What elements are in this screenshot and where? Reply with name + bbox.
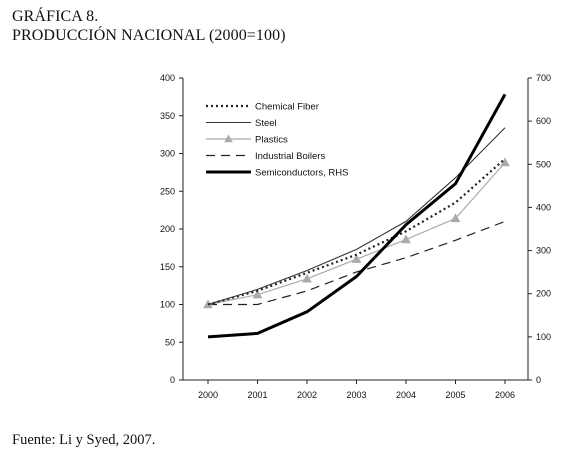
- left-tick-label: 100: [160, 300, 175, 310]
- left-tick-label: 400: [160, 73, 175, 83]
- series-point-plastics: [500, 157, 510, 167]
- legend-label-chemical-fiber: Chemical Fiber: [255, 102, 319, 113]
- x-tick-label: 2004: [396, 390, 416, 400]
- left-tick-label: 250: [160, 186, 175, 196]
- series-line-steel: [207, 127, 506, 306]
- left-tick-label: 0: [170, 375, 175, 385]
- series-line-chemical-fiber: [207, 157, 506, 306]
- left-tick-label: 150: [160, 262, 175, 272]
- source-note: Fuente: Li y Syed, 2007.: [12, 432, 156, 448]
- x-tick-label: 2005: [445, 390, 465, 400]
- series-line-plastics: [207, 162, 506, 306]
- legend-label-industrial-boilers: Industrial Boilers: [255, 151, 325, 162]
- series-line-industrial-boilers: [208, 220, 506, 306]
- x-tick-label: 2006: [495, 390, 515, 400]
- right-tick-label: 600: [536, 116, 551, 126]
- series-point-plastics: [252, 289, 263, 299]
- right-tick-label: 700: [536, 73, 551, 83]
- right-tick-label: 0: [536, 375, 541, 385]
- chart-title: PRODUCCIÓN NACIONAL (2000=100): [12, 27, 286, 44]
- legend-label-plastics: Plastics: [255, 135, 288, 146]
- series-line-semiconductors-rhs: [207, 93, 507, 339]
- x-tick-label: 2001: [247, 390, 267, 400]
- right-tick-label: 100: [536, 332, 551, 342]
- left-tick-label: 200: [160, 224, 175, 234]
- series-point-plastics: [351, 254, 362, 263]
- x-tick-label: 2000: [198, 390, 218, 400]
- legend-label-semiconductors-rhs: Semiconductors, RHS: [255, 168, 348, 179]
- line-chart: 0 50 100 150 200 250 300 350 400 0 100 200 300 400 500…: [160, 73, 551, 400]
- left-tick-label: 300: [160, 149, 175, 159]
- series-point-plastics: [450, 213, 461, 223]
- x-tick-label: 2002: [297, 390, 317, 400]
- right-tick-label: 200: [536, 289, 551, 299]
- right-tick-label: 300: [536, 246, 551, 256]
- right-tick-label: 500: [536, 159, 551, 169]
- left-tick-label: 50: [165, 337, 175, 347]
- x-tick-label: 2003: [346, 390, 366, 400]
- legend-marker-plastics: [224, 134, 233, 143]
- left-tick-label: 350: [160, 111, 175, 121]
- legend-label-steel: Steel: [255, 118, 277, 129]
- right-tick-label: 400: [536, 202, 551, 212]
- chart-number: GRÁFICA 8.: [12, 8, 99, 25]
- series-point-plastics: [302, 273, 312, 283]
- series-point-plastics: [401, 234, 411, 244]
